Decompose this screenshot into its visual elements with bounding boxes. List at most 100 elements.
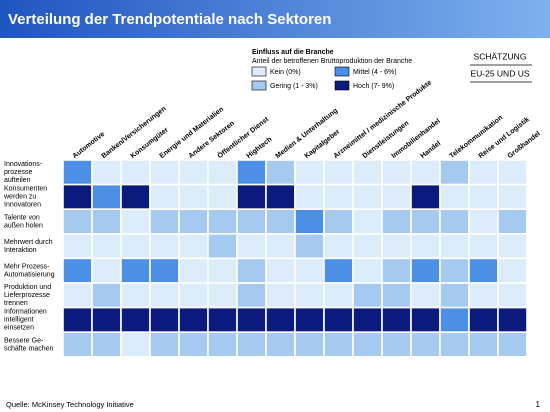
cell	[265, 257, 296, 284]
row-label: Produktion und	[4, 284, 51, 291]
cell	[323, 159, 354, 186]
cell	[381, 233, 412, 260]
cell	[381, 159, 412, 186]
cell	[62, 183, 93, 211]
cell	[149, 257, 180, 284]
row-label: Automatisierung	[4, 272, 55, 279]
cell	[236, 159, 267, 186]
cell	[62, 233, 93, 260]
cell	[352, 208, 383, 235]
cell	[352, 183, 383, 211]
column-label: Hightech	[246, 136, 274, 160]
cell	[410, 257, 441, 284]
cell	[265, 208, 296, 235]
cell	[468, 257, 499, 284]
cell	[120, 183, 151, 211]
cell	[178, 183, 209, 211]
cell	[410, 159, 441, 186]
cell	[62, 257, 93, 284]
cell	[236, 183, 267, 211]
row-label: Mehr Prozess-	[4, 264, 50, 271]
row-label: außen holen	[4, 222, 43, 229]
cell	[91, 331, 122, 358]
matrix-border	[62, 159, 528, 358]
cell	[410, 183, 441, 211]
cell	[178, 257, 209, 284]
cell	[294, 331, 325, 358]
title: Verteilung der Trendpotentiale nach Sekt…	[8, 11, 331, 28]
legend-title: Einfluss auf die Branche	[252, 49, 334, 56]
cell	[236, 306, 267, 334]
cell	[120, 233, 151, 260]
cell	[497, 233, 528, 260]
cell	[265, 159, 296, 186]
cell	[236, 331, 267, 358]
row-label: Informationen	[4, 309, 47, 316]
row-label: Konsumenten	[4, 186, 47, 193]
cell	[497, 257, 528, 284]
cell	[381, 208, 412, 235]
cell	[236, 282, 267, 309]
column-label: Öffentlicher Dienst	[215, 114, 270, 160]
cell	[236, 208, 267, 235]
cell	[120, 257, 151, 284]
cell	[323, 208, 354, 235]
cell	[439, 331, 470, 358]
cell	[91, 233, 122, 260]
legend-swatch	[334, 80, 350, 91]
row-label: aufteilen	[4, 177, 31, 184]
title-bar	[0, 0, 550, 38]
row-label: schäfte machen	[4, 345, 54, 352]
cell	[468, 306, 499, 334]
cell	[91, 282, 122, 309]
row-label: prozesse	[4, 169, 33, 176]
cell	[468, 282, 499, 309]
cell	[178, 331, 209, 358]
cell	[323, 233, 354, 260]
cell	[323, 257, 354, 284]
cell	[410, 331, 441, 358]
column-label: Telekommunikation	[449, 114, 505, 160]
cell	[178, 306, 209, 334]
cell	[381, 331, 412, 358]
row-label: Innovatoren	[4, 202, 41, 209]
cell	[178, 159, 209, 186]
cell	[265, 306, 296, 334]
cell	[120, 282, 151, 309]
cell	[410, 306, 441, 334]
source: Quelle: McKinsey Technology Initiative	[6, 400, 134, 409]
cell	[120, 159, 151, 186]
cell	[265, 183, 296, 211]
row-label: Lieferprozesse	[4, 292, 50, 299]
cell	[497, 282, 528, 309]
legend-label: Kein (0%)	[270, 69, 301, 76]
cell	[265, 331, 296, 358]
cell	[497, 331, 528, 358]
cell	[410, 208, 441, 235]
cell	[294, 306, 325, 334]
column-label: Arzneimittel / medizinische Produkte	[333, 79, 434, 160]
cell	[149, 233, 180, 260]
row-label: Bessere Ge-	[4, 337, 44, 344]
cell	[468, 233, 499, 260]
legend-label: Gering (1 - 3%)	[270, 83, 318, 90]
cell	[236, 233, 267, 260]
cell	[207, 233, 238, 260]
badge: EU-25 UND US	[470, 68, 529, 78]
cell	[468, 331, 499, 358]
cell	[294, 233, 325, 260]
column-label: Reise und Logistik	[478, 116, 531, 160]
cell	[497, 159, 528, 186]
cell	[439, 159, 470, 186]
row-label: werden zu	[3, 194, 36, 201]
cell	[62, 159, 93, 186]
cell	[149, 183, 180, 211]
cell	[439, 183, 470, 211]
cell	[207, 183, 238, 211]
cell	[149, 331, 180, 358]
cell	[352, 159, 383, 186]
cell	[352, 257, 383, 284]
legend-swatch	[334, 66, 350, 77]
cell	[207, 159, 238, 186]
row-label: trennen	[4, 300, 28, 307]
